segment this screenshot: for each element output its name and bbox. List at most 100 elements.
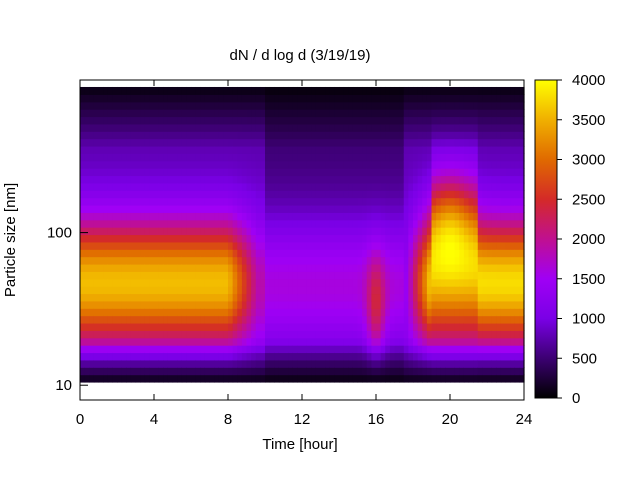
heatmap-cell bbox=[320, 138, 326, 147]
heatmap-cell bbox=[325, 308, 331, 317]
heatmap-cell bbox=[283, 241, 289, 250]
heatmap-cell bbox=[154, 367, 160, 376]
heatmap-cell bbox=[510, 190, 516, 199]
heatmap-cell bbox=[315, 300, 322, 309]
heatmap-cell bbox=[186, 345, 192, 354]
heatmap-cell bbox=[255, 249, 261, 258]
heatmap-cell bbox=[167, 94, 174, 103]
heatmap-cell bbox=[241, 175, 248, 184]
heatmap-cell bbox=[477, 190, 483, 199]
heatmap-cell bbox=[121, 101, 127, 110]
heatmap-cell bbox=[237, 300, 243, 309]
heatmap-cell bbox=[306, 263, 312, 272]
heatmap-cell bbox=[399, 212, 405, 221]
heatmap-cell bbox=[228, 256, 234, 265]
heatmap-cell bbox=[112, 86, 118, 95]
heatmap-cell bbox=[436, 197, 442, 206]
heatmap-cell bbox=[334, 101, 340, 110]
heatmap-cell bbox=[232, 145, 238, 154]
heatmap-cell bbox=[135, 227, 141, 236]
heatmap-cell bbox=[167, 345, 174, 354]
heatmap-cell bbox=[403, 182, 409, 191]
heatmap-cell bbox=[144, 345, 150, 354]
heatmap-cell bbox=[89, 374, 95, 383]
heatmap-cell bbox=[186, 330, 192, 339]
heatmap-cell bbox=[306, 352, 312, 361]
heatmap-cell bbox=[274, 219, 280, 228]
heatmap-cell bbox=[389, 330, 396, 339]
heatmap-cell bbox=[417, 109, 423, 118]
heatmap-cell bbox=[459, 168, 465, 177]
heatmap-cell bbox=[107, 271, 113, 280]
heatmap-cell bbox=[214, 197, 220, 206]
heatmap-cell bbox=[366, 322, 372, 331]
heatmap-cell bbox=[237, 109, 243, 118]
heatmap-cell bbox=[417, 249, 423, 258]
heatmap-cell bbox=[408, 300, 414, 309]
heatmap-cell bbox=[167, 160, 174, 169]
heatmap-cell bbox=[473, 249, 479, 258]
heatmap-cell bbox=[496, 116, 502, 125]
heatmap-cell bbox=[352, 160, 359, 169]
heatmap-cell bbox=[477, 315, 483, 324]
heatmap-cell bbox=[436, 190, 442, 199]
heatmap-cell bbox=[311, 256, 317, 265]
heatmap-cell bbox=[84, 249, 90, 258]
heatmap-cell bbox=[107, 101, 113, 110]
heatmap-cell bbox=[195, 212, 201, 221]
heatmap-cell bbox=[473, 131, 479, 140]
heatmap-cell bbox=[255, 359, 261, 368]
heatmap-cell bbox=[385, 241, 391, 250]
heatmap-cell bbox=[311, 131, 317, 140]
heatmap-cell bbox=[315, 145, 322, 154]
heatmap-cell bbox=[357, 300, 363, 309]
heatmap-cell bbox=[505, 308, 511, 317]
heatmap-cell bbox=[394, 160, 400, 169]
heatmap-cell bbox=[334, 168, 340, 177]
heatmap-cell bbox=[228, 337, 234, 346]
heatmap-cell bbox=[362, 101, 368, 110]
heatmap-cell bbox=[348, 101, 354, 110]
heatmap-cell bbox=[195, 145, 201, 154]
heatmap-cell bbox=[80, 367, 86, 376]
heatmap-cell bbox=[389, 352, 396, 361]
heatmap-cell bbox=[302, 109, 308, 118]
heatmap-cell bbox=[348, 374, 354, 383]
heatmap-cell bbox=[274, 315, 280, 324]
heatmap-cell bbox=[408, 219, 414, 228]
heatmap-cell bbox=[288, 190, 294, 199]
heatmap-cell bbox=[357, 138, 363, 147]
heatmap-cell bbox=[140, 352, 146, 361]
heatmap-cell bbox=[454, 234, 460, 243]
heatmap-cell bbox=[144, 138, 150, 147]
heatmap-cell bbox=[431, 374, 437, 383]
heatmap-cell bbox=[334, 367, 340, 376]
heatmap-cell bbox=[357, 263, 363, 272]
heatmap-cell bbox=[454, 153, 460, 162]
heatmap-cell bbox=[473, 293, 479, 302]
heatmap-cell bbox=[348, 271, 354, 280]
heatmap-cell bbox=[315, 271, 322, 280]
heatmap-cell bbox=[514, 315, 520, 324]
heatmap-cell bbox=[186, 293, 192, 302]
heatmap-cell bbox=[505, 219, 511, 228]
heatmap-cell bbox=[232, 367, 238, 376]
heatmap-cell bbox=[84, 175, 90, 184]
heatmap-cell bbox=[315, 131, 322, 140]
heatmap-cell bbox=[371, 212, 377, 221]
heatmap-cell bbox=[269, 123, 275, 132]
heatmap-cell bbox=[200, 168, 206, 177]
heatmap-cell bbox=[334, 286, 340, 295]
heatmap-cell bbox=[329, 345, 335, 354]
heatmap-cell bbox=[477, 293, 483, 302]
heatmap-cell bbox=[260, 168, 266, 177]
heatmap-cell bbox=[487, 374, 493, 383]
heatmap-cell bbox=[519, 249, 525, 258]
heatmap-cell bbox=[399, 308, 405, 317]
heatmap-cell bbox=[112, 153, 118, 162]
heatmap-cell bbox=[283, 352, 289, 361]
heatmap-cell bbox=[371, 190, 377, 199]
heatmap-cell bbox=[126, 263, 132, 272]
heatmap-cell bbox=[329, 234, 335, 243]
heatmap-cell bbox=[394, 337, 400, 346]
